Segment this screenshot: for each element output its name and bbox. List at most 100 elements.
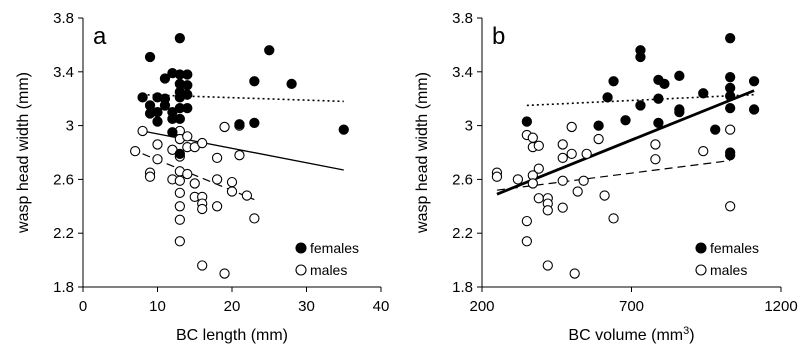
x-tick-label: 30 [298, 298, 315, 315]
point-males [578, 175, 589, 186]
point-females [725, 33, 736, 44]
point-males [533, 163, 544, 174]
point-females [698, 88, 709, 99]
point-females [674, 70, 685, 81]
y-axis-label: wasp head width (mm) [414, 72, 431, 234]
point-males [698, 146, 709, 157]
point-females [144, 51, 156, 63]
point-males [569, 268, 580, 279]
point-males [542, 205, 553, 216]
x-tick-label: 1200 [764, 298, 797, 315]
y-tick-label: 3.8 [53, 10, 74, 27]
panel-a: 1.8 2.2 2.6 3 3.4 3.8 0 10 20 30 40 a BC length (… [15, 10, 389, 344]
point-males [521, 236, 532, 247]
y-tick-label: 3.4 [53, 64, 74, 81]
legend-label-males: males [310, 262, 347, 278]
point-females [748, 104, 760, 115]
point-females [182, 69, 193, 80]
y-ticks: 1.8 2.2 2.6 3 3.4 3.8 [53, 10, 83, 296]
point-females [264, 45, 275, 56]
point-males [521, 215, 532, 227]
trend-line-females [142, 93, 344, 103]
point-females [167, 127, 178, 138]
point-females [653, 93, 664, 104]
point-males [557, 175, 568, 186]
y-tick-label: 1.8 [452, 279, 473, 296]
point-males [226, 176, 238, 188]
point-males [174, 201, 185, 212]
point-males [197, 203, 208, 215]
point-females [674, 107, 685, 118]
x-ticks: 200 700 1200 [469, 287, 798, 315]
point-males [527, 132, 538, 143]
point-males [533, 193, 544, 204]
point-females [174, 148, 185, 159]
point-males [241, 190, 253, 201]
point-females [159, 73, 171, 84]
legend: females males [695, 240, 759, 278]
point-females [725, 150, 736, 161]
point-males [152, 154, 163, 165]
legend-label-females: females [310, 240, 359, 256]
point-males [129, 146, 141, 157]
y-tick-label: 2.6 [452, 171, 473, 188]
point-males [219, 121, 230, 133]
point-males [725, 124, 736, 135]
point-females [653, 117, 664, 129]
point-males [599, 190, 610, 201]
y-tick-label: 1.8 [53, 279, 74, 296]
point-males [234, 150, 245, 161]
point-females [182, 89, 193, 100]
point-males [182, 131, 193, 142]
x-ticks: 0 10 20 30 40 [79, 287, 390, 315]
x-tick-label: 0 [79, 298, 87, 315]
point-males [557, 139, 568, 150]
point-males [572, 186, 583, 197]
point-males [533, 140, 544, 151]
point-females [338, 124, 349, 135]
point-males [650, 154, 661, 165]
data-points [129, 33, 349, 279]
legend-label-females: females [710, 240, 759, 256]
legend-marker-males [295, 264, 307, 276]
point-females [152, 116, 163, 127]
x-tick-label: 20 [224, 298, 241, 315]
point-females [152, 107, 163, 118]
point-males [174, 236, 185, 247]
panel-b: 1.8 2.2 2.6 3 3.4 3.8 200 700 1200 b BC volume … [414, 10, 798, 344]
point-females [286, 78, 297, 90]
x-tick-label: 10 [149, 298, 166, 315]
legend: females males [295, 240, 359, 278]
point-females [710, 124, 721, 135]
point-females [725, 102, 736, 114]
panel-letter: a [93, 23, 107, 50]
point-females [234, 119, 245, 130]
point-males [226, 186, 238, 197]
point-females [602, 92, 613, 103]
point-males [725, 201, 736, 212]
point-females [137, 92, 148, 103]
point-males [137, 125, 148, 137]
point-males [174, 214, 185, 225]
point-males [650, 139, 661, 150]
point-females [174, 33, 185, 44]
point-males [219, 268, 230, 279]
trend-line-all [496, 89, 755, 196]
point-females [182, 102, 193, 114]
point-males [593, 133, 604, 145]
point-males [557, 202, 568, 213]
point-males [608, 213, 619, 224]
y-axis-label: wasp head width (mm) [15, 72, 32, 234]
point-females [659, 78, 670, 90]
point-females [159, 100, 171, 111]
x-axis-label: BC length (mm) [176, 327, 288, 344]
point-females [249, 117, 260, 129]
point-males [566, 121, 577, 133]
point-males [566, 148, 577, 159]
panel-letter: b [492, 23, 505, 50]
x-tick-label: 40 [373, 298, 390, 315]
point-females [593, 120, 604, 131]
point-males [211, 152, 223, 164]
y-tick-label: 3.8 [452, 10, 473, 27]
point-males [211, 174, 223, 185]
